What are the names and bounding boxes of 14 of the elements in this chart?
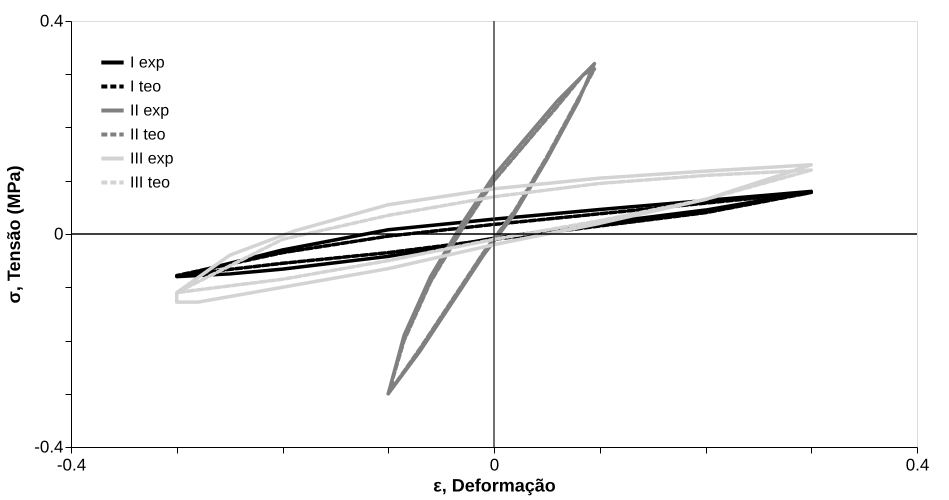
legend-label: I exp: [130, 54, 165, 72]
x-tick-label: -0.4: [56, 456, 86, 474]
x-axis-title: ε, Deformação: [433, 476, 556, 496]
legend-label: I teo: [130, 78, 162, 96]
x-tick-label: 0: [490, 456, 500, 474]
legend-label: III teo: [130, 174, 170, 192]
legend-label: III exp: [130, 150, 174, 168]
y-tick-label: 0.4: [40, 12, 64, 30]
y-tick-label: -0.4: [34, 438, 64, 456]
y-tick-label: 0: [54, 224, 64, 244]
legend-label: II exp: [130, 102, 170, 120]
y-axis-title: σ, Tensão (MPa): [4, 165, 24, 304]
legend-label: II teo: [130, 126, 166, 144]
x-tick-label: 0.4: [906, 456, 930, 474]
